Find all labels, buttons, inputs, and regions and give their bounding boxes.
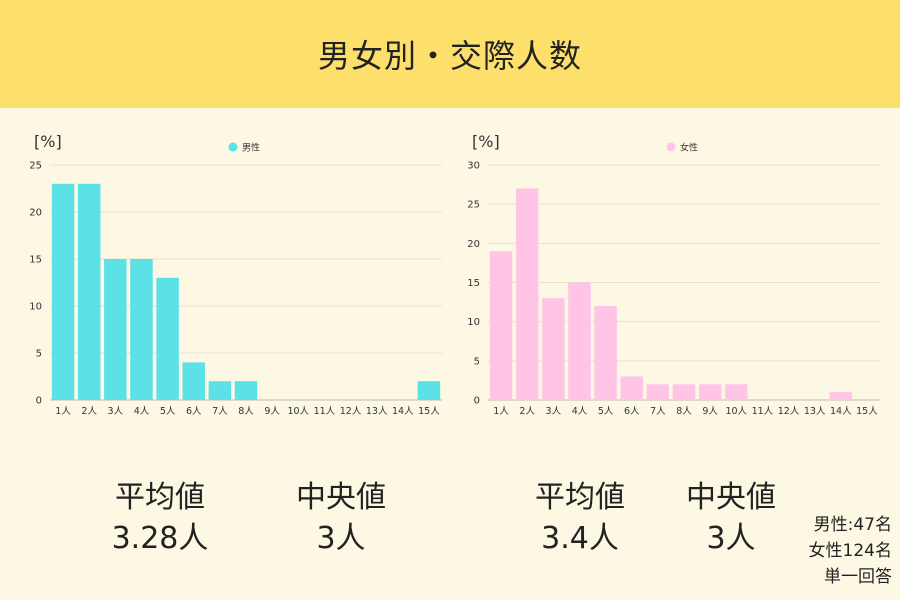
x-tick-label: 4人 [134, 406, 150, 417]
x-tick-label: 9人 [702, 406, 718, 417]
bar [156, 277, 179, 400]
male-mean-value: 3.28人 [111, 521, 209, 556]
x-tick-label: 8人 [238, 406, 254, 417]
bar [104, 259, 127, 400]
bar [829, 392, 853, 400]
x-tick-label: 15人 [418, 406, 440, 417]
legend-label: 女性 [680, 142, 698, 154]
bar [515, 188, 539, 400]
x-tick-label: 1人 [55, 406, 71, 417]
legend-swatch [666, 142, 676, 152]
bar [542, 298, 565, 400]
x-tick-label: 15人 [856, 406, 878, 417]
bar [620, 376, 643, 400]
x-tick-label: 6人 [186, 406, 202, 417]
bar [77, 183, 101, 400]
x-tick-label: 3人 [546, 406, 562, 417]
y-tick-label: 25 [467, 200, 480, 211]
bar [182, 362, 205, 400]
female-mean-value: 3.4人 [541, 521, 619, 556]
y-tick-label: 15 [29, 255, 42, 266]
answer-type: 単一回答 [824, 567, 892, 587]
x-tick-label: 14人 [830, 406, 852, 417]
bar [130, 259, 153, 400]
x-tick-label: 11人 [752, 406, 774, 417]
y-tick-label: 20 [467, 239, 480, 250]
female-median-label: 中央値 [686, 480, 776, 515]
y-tick-label: 0 [474, 396, 480, 407]
female-count: 女性124名 [808, 541, 892, 561]
x-tick-label: 3人 [108, 406, 124, 417]
y-tick-label: 15 [467, 278, 480, 289]
x-tick-label: 12人 [340, 406, 362, 417]
male-count: 男性:47名 [813, 515, 892, 535]
y-tick-label: 25 [29, 161, 42, 172]
legend-swatch [228, 142, 238, 152]
x-tick-label: 11人 [314, 406, 336, 417]
female-mean-label: 平均値 [535, 480, 625, 515]
x-tick-label: 12人 [778, 406, 800, 417]
female-bar-chart: [%] 0 5 10 15 20 25 30 女性 1人 2人 3人 4人 5人 6人 7人 8人 9人 10人 11… [467, 132, 880, 417]
header-banner: 男女別・交際人数 [0, 0, 900, 108]
y-tick-label: 5 [36, 349, 42, 360]
y-tick-label: 30 [467, 161, 480, 172]
x-tick-label: 13人 [366, 406, 388, 417]
page-title: 男女別・交際人数 [317, 37, 582, 75]
x-tick-label: 2人 [519, 406, 535, 417]
bar [646, 384, 670, 400]
x-tick-label: 10人 [287, 406, 309, 417]
male-median-label: 中央値 [296, 480, 386, 515]
bar [698, 384, 722, 400]
bar [51, 183, 75, 400]
y-axis-label: [%] [472, 132, 500, 151]
male-median-value: 3人 [316, 521, 366, 556]
bar [594, 306, 617, 400]
y-tick-label: 20 [29, 208, 42, 219]
x-tick-label: 14人 [392, 406, 414, 417]
y-tick-label: 10 [29, 302, 42, 313]
male-bar-chart: [%] 0 5 10 15 20 25 男性 1人 2人 3人 4人 5人 6人 7人 8人 9人 10人 11人 1… [29, 132, 442, 417]
bar [725, 384, 748, 400]
x-tick-label: 5人 [160, 406, 176, 417]
bar [672, 384, 696, 400]
x-tick-label: 7人 [212, 406, 228, 417]
bar [568, 282, 591, 400]
bar [208, 381, 232, 400]
bar [489, 251, 513, 400]
y-tick-label: 10 [467, 317, 480, 328]
x-tick-label: 1人 [493, 406, 509, 417]
x-tick-label: 4人 [572, 406, 588, 417]
x-tick-label: 10人 [725, 406, 747, 417]
y-tick-label: 5 [474, 356, 480, 367]
x-tick-label: 8人 [676, 406, 692, 417]
bar [234, 381, 258, 400]
sample-footnote: 男性:47名 女性124名 単一回答 [780, 512, 892, 590]
x-tick-label: 5人 [598, 406, 614, 417]
x-tick-label: 7人 [650, 406, 666, 417]
y-axis-label: [%] [34, 132, 62, 151]
x-tick-label: 2人 [81, 406, 97, 417]
y-tick-label: 0 [36, 396, 42, 407]
x-tick-label: 9人 [264, 406, 280, 417]
x-tick-label: 6人 [624, 406, 640, 417]
male-mean-label: 平均値 [115, 480, 205, 515]
legend-label: 男性 [242, 142, 260, 154]
x-tick-label: 13人 [804, 406, 826, 417]
bar [417, 381, 441, 400]
female-median-value: 3人 [706, 521, 756, 556]
